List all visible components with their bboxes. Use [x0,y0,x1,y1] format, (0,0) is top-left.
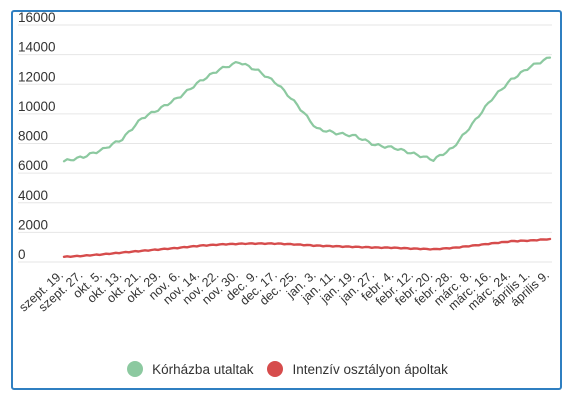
series-lines [62,56,552,258]
y-axis-ticks: 0 2000 4000 6000 8000 10000 12000 14000 16000 [18,10,56,262]
legend-swatch-hospitalized [127,361,144,377]
x-axis-ticks: szept. 19.szept. 27.okt. 5.okt. 13.okt. … [16,268,552,315]
legend-swatch-icu [267,361,284,377]
y-tick-label: 10000 [18,99,56,114]
chart-frame [11,10,562,390]
y-tick-label: 0 [18,247,26,262]
series-line-hospitalized [62,56,552,163]
legend-label-hospitalized: Kórházba utaltak [152,361,254,377]
legend-item-hospitalized[interactable]: Kórházba utaltak [127,361,253,377]
y-tick-label: 14000 [18,40,56,55]
legend-item-icu[interactable]: Intenzív osztályon ápoltak [267,361,448,377]
y-tick-label: 16000 [18,10,56,25]
y-tick-label: 6000 [18,158,48,173]
y-tick-label: 12000 [18,69,56,84]
legend: Kórházba utaltak Intenzív osztályon ápol… [0,361,575,377]
y-tick-label: 8000 [18,129,48,144]
series-line-icu [62,237,552,258]
legend-label-icu: Intenzív osztályon ápoltak [292,361,448,377]
y-tick-label: 2000 [18,217,48,232]
grid-lines [18,24,552,263]
y-tick-label: 4000 [18,188,48,203]
